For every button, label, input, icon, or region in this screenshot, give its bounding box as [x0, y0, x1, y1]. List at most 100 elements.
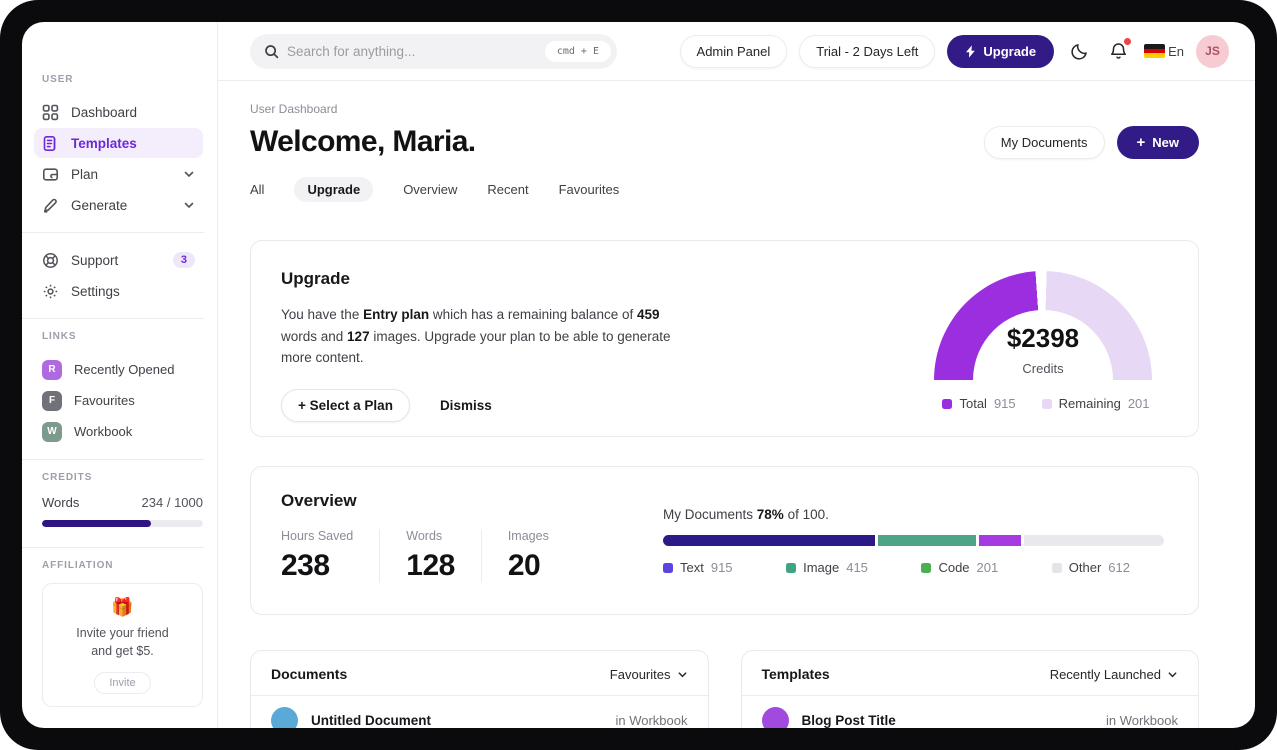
sidebar-item-label: Settings	[71, 283, 120, 299]
plus-icon: +	[1136, 133, 1146, 151]
chevron-down-icon	[184, 171, 194, 178]
stat-hours-saved: Hours Saved 238	[281, 529, 354, 582]
admin-panel-button[interactable]: Admin Panel	[679, 34, 788, 68]
sidebar-link-favourites[interactable]: F Favourites	[42, 385, 203, 416]
documents-progress-label: My Documents 78% of 100.	[663, 507, 829, 522]
templates-filter-dropdown[interactable]: Recently Launched	[1050, 667, 1178, 682]
sidebar-item-plan[interactable]: Plan	[34, 159, 203, 189]
gift-icon: 🎁	[111, 597, 134, 617]
credits-label: Words	[42, 495, 80, 510]
document-title: Untitled Document	[311, 713, 431, 728]
overview-card: Overview Hours Saved 238 Words 128 Image…	[250, 466, 1199, 615]
app-window: USER Dashboard Templates Plan	[22, 22, 1255, 728]
user-avatar[interactable]: JS	[1196, 34, 1229, 68]
german-flag-icon	[1144, 44, 1166, 58]
gauge-value: $2398	[1006, 323, 1080, 353]
template-list-item[interactable]: Blog Post Title in Workbook	[742, 696, 1199, 728]
main-area: cmd + E Admin Panel Trial - 2 Days Left …	[218, 22, 1255, 728]
notification-dot	[1124, 37, 1132, 45]
bar-segment-image	[877, 535, 976, 546]
overview-stats: Hours Saved 238 Words 128 Images 20	[281, 529, 611, 583]
overview-right: My Documents 78% of 100. Text 915	[663, 491, 1164, 614]
sidebar-link-workbook[interactable]: W Workbook	[42, 416, 203, 447]
letter-chip-f: F	[42, 390, 62, 411]
legend-item-remaining: Remaining 201	[1041, 396, 1150, 411]
document-avatar	[271, 707, 298, 728]
sidebar-section-links: LINKS	[42, 331, 77, 342]
new-button[interactable]: + New	[1116, 125, 1199, 159]
page-content: User Dashboard Welcome, Maria. My Docume…	[218, 81, 1255, 728]
sidebar-item-label: Support	[71, 252, 119, 268]
bar-segment-code	[978, 535, 1021, 546]
legend-swatch	[663, 562, 673, 573]
template-title: Blog Post Title	[801, 713, 896, 728]
templates-panel: Templates Recently Launched Blog Post Ti…	[740, 650, 1199, 728]
legend-swatch	[786, 562, 797, 573]
upgrade-card-actions: + Select a Plan Dismiss	[281, 388, 696, 422]
credits-gauge: $2398 Credits Total 915 Remaining 201	[934, 271, 1158, 436]
tab-upgrade[interactable]: Upgrade	[294, 177, 374, 202]
tab-overview[interactable]: Overview	[403, 182, 458, 197]
sidebar-item-settings[interactable]: Settings	[34, 276, 203, 306]
legend-swatch	[942, 398, 953, 409]
select-plan-button[interactable]: + Select a Plan	[281, 388, 410, 422]
language-label: En	[1168, 43, 1184, 59]
language-selector[interactable]: En	[1144, 44, 1184, 59]
sidebar-item-label: Generate	[71, 197, 128, 213]
credits-progress-fill	[42, 520, 152, 527]
document-icon	[43, 135, 56, 151]
sidebar-divider	[22, 232, 204, 233]
sidebar-item-support[interactable]: Support 3	[34, 245, 203, 275]
template-location: in Workbook	[1105, 713, 1178, 728]
pencil-icon	[43, 198, 57, 213]
moon-icon	[1071, 43, 1088, 60]
upgrade-card: Upgrade You have the Entry plan which ha…	[250, 240, 1199, 437]
select-plan-label: Select a Plan	[309, 397, 393, 413]
my-documents-button[interactable]: My Documents	[983, 125, 1105, 159]
search-icon	[265, 44, 279, 58]
legend-item-code: Code 201	[921, 560, 998, 575]
search-input[interactable]	[287, 43, 537, 59]
legend-swatch	[921, 562, 932, 573]
search-bar[interactable]: cmd + E	[250, 33, 617, 69]
tab-recent[interactable]: Recent	[487, 182, 529, 197]
gauge-legend: Total 915 Remaining 201	[934, 396, 1158, 411]
sidebar-link-recently-opened[interactable]: R Recently Opened	[42, 354, 203, 385]
upgrade-button[interactable]: Upgrade	[947, 34, 1055, 68]
letter-chip-r: R	[42, 359, 62, 380]
sidebar: USER Dashboard Templates Plan	[22, 22, 218, 728]
notifications-button[interactable]	[1105, 37, 1132, 65]
overview-left: Overview Hours Saved 238 Words 128 Image…	[281, 491, 611, 614]
topbar-right: Admin Panel Trial - 2 Days Left Upgrade	[679, 34, 1229, 68]
tab-all[interactable]: All	[250, 182, 265, 197]
plus-icon: +	[298, 397, 310, 413]
bottom-panels: Documents Favourites Untitled Document i…	[250, 650, 1199, 728]
sidebar-section-user: USER	[42, 74, 74, 85]
sidebar-section-affiliation: AFFILIATION	[42, 560, 114, 571]
legend-item-other: Other 612	[1051, 560, 1130, 575]
invite-button[interactable]: Invite	[94, 672, 151, 695]
stat-words: Words 128	[379, 529, 481, 583]
bar-segment-other	[1023, 535, 1164, 546]
documents-filter-dropdown[interactable]: Favourites	[610, 667, 688, 682]
legend-item-image: Image 415	[786, 560, 868, 575]
link-label: Workbook	[74, 424, 133, 439]
sidebar-item-templates[interactable]: Templates	[34, 128, 203, 158]
upgrade-card-title: Upgrade	[281, 269, 350, 288]
sidebar-section-credits: CREDITS	[42, 472, 93, 483]
bell-icon	[1111, 42, 1127, 59]
sidebar-divider	[22, 318, 204, 319]
sidebar-item-dashboard[interactable]: Dashboard	[34, 97, 203, 127]
affiliation-line1: Invite your friend	[76, 626, 169, 640]
trial-days-button[interactable]: Trial - 2 Days Left	[799, 34, 936, 68]
search-shortcut-kbd: cmd + E	[544, 40, 611, 62]
sidebar-item-label: Plan	[71, 166, 99, 182]
sidebar-item-generate[interactable]: Generate	[34, 190, 203, 220]
document-list-item[interactable]: Untitled Document in Workbook	[251, 696, 708, 728]
tab-favourites[interactable]: Favourites	[558, 182, 620, 197]
lightning-icon	[966, 44, 976, 58]
chevron-down-icon	[184, 202, 194, 209]
legend-swatch	[1051, 562, 1062, 573]
dark-mode-toggle[interactable]	[1066, 38, 1093, 65]
dismiss-button[interactable]: Dismiss	[439, 397, 492, 413]
